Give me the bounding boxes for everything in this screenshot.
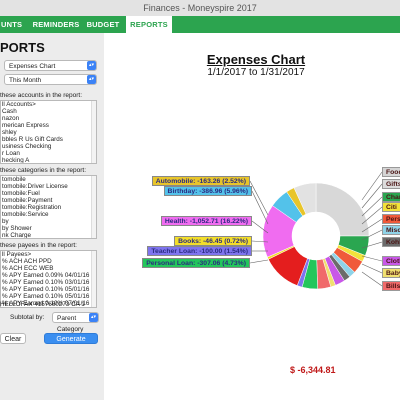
left-label-0: Automobile: -163.26 (2.52%) xyxy=(151,176,250,186)
right-label-2: Charit xyxy=(382,192,400,202)
list-item[interactable]: tomobile:Driver License xyxy=(2,183,68,190)
leader-line-right xyxy=(361,263,383,274)
list-item[interactable]: tomobile xyxy=(2,176,26,183)
leader-line-right xyxy=(361,218,383,233)
categories-list[interactable]: tomobile tomobile:Driver License tomobil… xyxy=(0,175,97,239)
list-item[interactable]: nk Charge xyxy=(2,232,32,239)
leader-line-left xyxy=(251,190,269,225)
leader-line-left xyxy=(249,259,269,264)
date-range-select[interactable]: This Month ▴▾ xyxy=(4,74,97,85)
right-label-4: Perso xyxy=(382,214,400,224)
right-label-1: Gifts xyxy=(382,179,400,189)
tab-reports[interactable]: REPORTS xyxy=(126,16,172,33)
left-label-5: Personal Loan: -307.06 (4.73%) xyxy=(142,258,250,268)
leader-line-right xyxy=(361,255,383,262)
list-item[interactable]: % ACH ACH PPD xyxy=(2,258,52,265)
left-label-3: Books: -46.45 (0.72%) xyxy=(174,236,252,246)
report-type-value: Expenses Chart xyxy=(9,63,56,70)
payee-overflow-item: HELLOFAX 4157660273 CA 1 xyxy=(0,301,85,308)
reports-heading: PORTS xyxy=(0,40,45,55)
leader-line-right xyxy=(361,183,383,209)
leader-line-right xyxy=(361,241,383,249)
list-item[interactable]: usiness Checking xyxy=(2,143,52,150)
list-item[interactable]: tomobile:Fuel xyxy=(2,190,40,197)
left-label-2: Health: -1,052.71 (16.22%) xyxy=(160,216,252,226)
report-type-select[interactable]: Expenses Chart ▴▾ xyxy=(4,60,97,71)
list-item[interactable]: hecking A xyxy=(2,157,30,164)
list-item[interactable]: % APY Earned 0.10% 03/01/16 xyxy=(2,279,90,286)
right-label-0: Food xyxy=(382,167,400,177)
tab-accounts[interactable]: UNTS xyxy=(1,20,23,29)
right-label-5: Misce xyxy=(382,225,400,235)
left-label-4: Teacher Loan: -100.00 (1.54%) xyxy=(147,246,252,256)
leader-line-left xyxy=(249,180,269,216)
payees-scrollbar[interactable] xyxy=(91,251,96,307)
list-item[interactable]: tomobile:Registration xyxy=(2,204,62,211)
payees-list[interactable]: ll Payees> % ACH ACH PPD % ACH ECC WEB %… xyxy=(0,250,97,308)
chevron-updown-icon: ▴▾ xyxy=(87,75,96,84)
pie-center xyxy=(292,212,340,260)
chart-title: Expenses Chart xyxy=(206,52,306,67)
list-item[interactable]: ll Payees> xyxy=(2,251,32,258)
list-item[interactable]: Cash xyxy=(2,108,17,115)
list-item[interactable]: ll Accounts> xyxy=(2,101,36,108)
leader-line-right xyxy=(361,171,383,201)
categories-label: these categories in the report: xyxy=(0,167,86,174)
date-range-value: This Month xyxy=(9,77,42,84)
list-item[interactable]: tomobile:Payment xyxy=(2,197,53,204)
right-label-9: Bills xyxy=(382,281,400,291)
list-item[interactable]: by Shower xyxy=(2,225,32,232)
categories-scrollbar[interactable] xyxy=(91,176,96,238)
right-label-7: Cloth xyxy=(382,256,400,266)
leader-line-right xyxy=(361,206,383,225)
leader-line-right xyxy=(361,196,383,217)
list-item[interactable]: r Loan xyxy=(2,150,20,157)
subtotal-label: Subtotal by: xyxy=(10,314,45,321)
list-item[interactable]: % APY Earned 0.10% 07/01/16 xyxy=(2,300,90,307)
leader-line-left xyxy=(251,220,269,234)
list-item[interactable]: nazon xyxy=(2,115,20,122)
chevron-updown-icon: ▴▾ xyxy=(89,313,98,322)
right-label-3: Citi xyxy=(382,202,400,212)
right-label-6: Kohl xyxy=(382,237,400,247)
subtotal-select[interactable]: Parent Category ▴▾ xyxy=(52,312,99,333)
subtotal-value: Parent Category xyxy=(57,315,84,333)
tab-budget[interactable]: BUDGET xyxy=(86,20,120,29)
list-item[interactable]: % APY Earned 0.09% 04/01/16 xyxy=(2,272,90,279)
leader-line-right xyxy=(361,229,383,241)
chart-date-range: 1/1/2017 to 1/31/2017 xyxy=(207,67,305,78)
accounts-scrollbar[interactable] xyxy=(91,101,96,163)
tab-bar: UNTS REMINDERS BUDGET REPORTS xyxy=(0,16,400,33)
list-item[interactable]: merican Express xyxy=(2,122,49,129)
list-item[interactable]: % APY Earned 0.10% 05/01/16 xyxy=(2,293,90,300)
list-item[interactable]: shley xyxy=(2,129,17,136)
right-label-8: Baby xyxy=(382,268,400,278)
accounts-label: these accounts in the report: xyxy=(0,92,83,99)
leader-line-left xyxy=(251,240,269,243)
payees-label: these payees in the report: xyxy=(0,242,77,249)
clear-button[interactable]: Clear xyxy=(0,333,26,344)
list-item[interactable]: % ACH ECC WEB xyxy=(2,265,54,272)
left-label-1: Birthday: -386.96 (5.96%) xyxy=(163,186,252,196)
list-item[interactable]: bbles R Us Gift Cards xyxy=(2,136,63,143)
report-total: $ -6,344.81 xyxy=(290,365,336,375)
generate-button[interactable]: Generate xyxy=(44,333,98,344)
leader-line-right xyxy=(361,271,383,287)
chevron-updown-icon: ▴▾ xyxy=(87,61,96,70)
accounts-list[interactable]: ll Accounts> Cash nazon merican Express … xyxy=(0,100,97,164)
list-item[interactable]: by xyxy=(2,218,9,225)
list-item[interactable]: % APY Earned 0.10% 05/01/16 xyxy=(2,286,90,293)
list-item[interactable]: tomobile:Service xyxy=(2,211,49,218)
tab-reminders[interactable]: REMINDERS xyxy=(32,20,80,29)
